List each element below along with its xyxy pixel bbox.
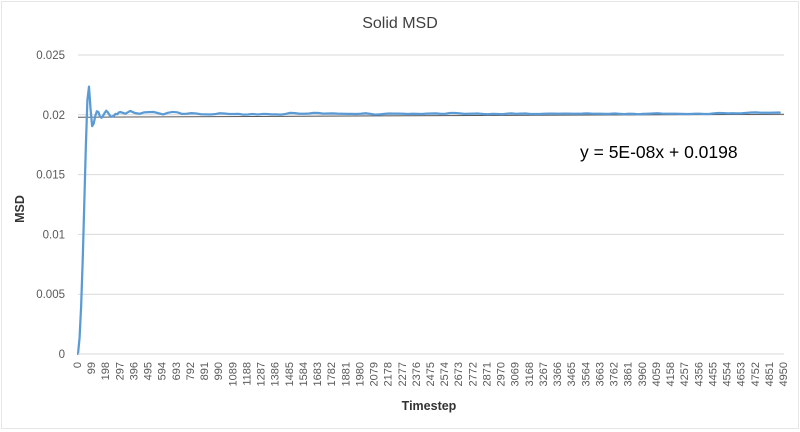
svg-text:0.025: 0.025: [36, 50, 65, 62]
svg-text:990: 990: [213, 362, 225, 380]
svg-text:3069: 3069: [510, 362, 522, 386]
svg-text:99: 99: [86, 362, 98, 374]
svg-text:3168: 3168: [524, 362, 536, 386]
svg-text:1287: 1287: [256, 362, 268, 386]
svg-text:4950: 4950: [778, 362, 790, 386]
svg-text:0.005: 0.005: [36, 289, 65, 301]
svg-text:1584: 1584: [298, 362, 310, 386]
svg-text:2871: 2871: [481, 362, 493, 386]
svg-text:3762: 3762: [609, 362, 621, 386]
svg-text:3267: 3267: [538, 362, 550, 386]
svg-text:0.015: 0.015: [36, 170, 65, 182]
svg-text:1089: 1089: [227, 362, 239, 386]
svg-text:2178: 2178: [383, 362, 395, 386]
svg-text:1188: 1188: [241, 362, 253, 386]
svg-text:297: 297: [114, 362, 126, 380]
svg-text:396: 396: [128, 362, 140, 380]
svg-text:1782: 1782: [326, 362, 338, 386]
svg-text:4851: 4851: [764, 362, 776, 386]
svg-text:1386: 1386: [270, 362, 282, 386]
svg-text:4653: 4653: [736, 362, 748, 386]
svg-text:2772: 2772: [467, 362, 479, 386]
svg-text:0: 0: [59, 349, 65, 361]
svg-text:3960: 3960: [637, 362, 649, 386]
svg-text:0: 0: [72, 362, 84, 368]
svg-text:1485: 1485: [284, 362, 296, 386]
svg-text:3564: 3564: [580, 362, 592, 386]
svg-text:4059: 4059: [651, 362, 663, 386]
svg-text:495: 495: [143, 362, 155, 380]
svg-text:891: 891: [199, 362, 211, 380]
svg-text:2277: 2277: [397, 362, 409, 386]
svg-text:2079: 2079: [369, 362, 381, 386]
svg-text:0.02: 0.02: [43, 110, 65, 122]
svg-text:4257: 4257: [679, 362, 691, 386]
svg-text:594: 594: [157, 362, 169, 380]
svg-text:3663: 3663: [594, 362, 606, 386]
svg-text:3366: 3366: [552, 362, 564, 386]
svg-text:2970: 2970: [496, 362, 508, 386]
svg-text:0.01: 0.01: [43, 229, 65, 241]
svg-text:693: 693: [171, 362, 183, 380]
svg-text:1881: 1881: [340, 362, 352, 386]
svg-text:2574: 2574: [439, 362, 451, 386]
svg-text:792: 792: [185, 362, 197, 380]
svg-text:1980: 1980: [354, 362, 366, 386]
svg-text:4158: 4158: [665, 362, 677, 386]
svg-text:2475: 2475: [425, 362, 437, 386]
svg-text:1683: 1683: [312, 362, 324, 386]
svg-text:4455: 4455: [707, 362, 719, 386]
svg-text:4554: 4554: [722, 362, 734, 386]
svg-text:2376: 2376: [411, 362, 423, 386]
svg-text:198: 198: [100, 362, 112, 380]
svg-text:2673: 2673: [453, 362, 465, 386]
svg-text:4356: 4356: [693, 362, 705, 386]
svg-text:3861: 3861: [623, 362, 635, 386]
svg-text:3465: 3465: [566, 362, 578, 386]
svg-text:4752: 4752: [750, 362, 762, 386]
